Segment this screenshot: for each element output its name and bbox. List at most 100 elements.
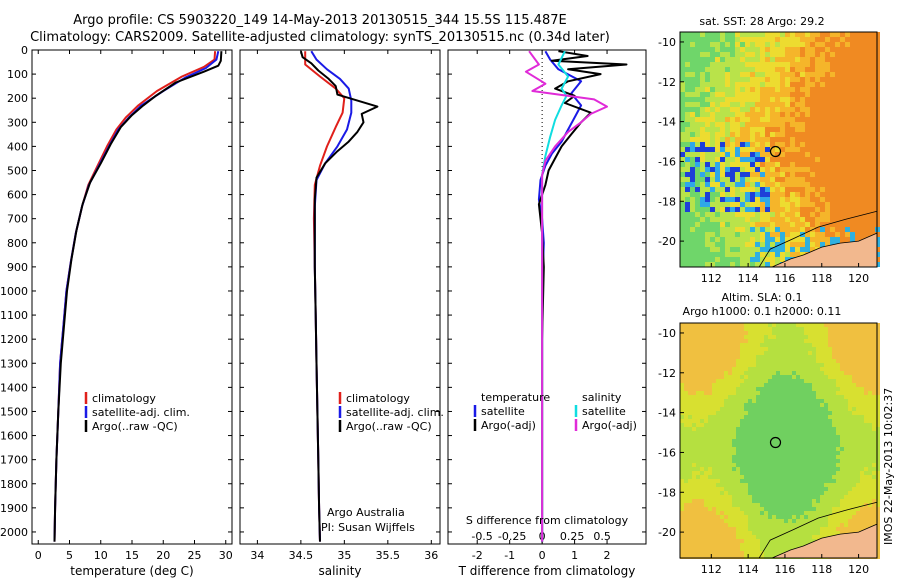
map-cell [830,222,835,227]
map-cell [815,232,820,237]
map-cell [732,475,736,479]
map-cell [752,495,756,499]
map-cell [800,347,804,351]
temperature-xtick-label: 20 [156,549,170,562]
map-cell [768,503,772,507]
map-cell [792,383,796,387]
map-cell [755,147,760,152]
map-cell [796,483,800,487]
map-cell [848,475,852,479]
map-cell [740,435,744,439]
map-cell [744,415,748,419]
map-cell [740,187,745,192]
map-cell [684,355,688,359]
map-cell [828,463,832,467]
map-cell [804,511,808,515]
map-cell [800,192,805,197]
temperature-xtick-label: 15 [125,549,139,562]
map-cell [836,455,840,459]
map-cell [852,387,856,391]
map-cell [790,82,795,87]
map-cell [748,527,752,531]
map-cell [864,459,868,463]
map-cell [772,351,776,355]
map-cell [876,427,880,431]
map-cell [730,212,735,217]
map-lat-label: -12 [658,76,676,89]
map-cell [728,375,732,379]
map-cell [840,52,845,57]
map-cell [845,122,850,127]
map-cell [770,42,775,47]
map-cell [756,379,760,383]
map-cell [770,127,775,132]
map-cell [788,463,792,467]
map-cell [780,543,784,547]
map-cell [836,343,840,347]
map-cell [692,459,696,463]
map-cell [810,112,815,117]
map-cell [772,471,776,475]
map-cell [824,331,828,335]
map-cell [690,242,695,247]
map-cell [748,431,752,435]
map-cell [695,102,700,107]
map-cell [720,107,725,112]
map-cell [696,431,700,435]
map-cell [805,177,810,182]
map-cell [852,327,856,331]
map-cell [765,132,770,137]
map-cell [864,375,868,379]
s-difference-tick-label: -0.5 [471,530,492,543]
map-cell [688,479,692,483]
map-cell [810,117,815,122]
map-cell [800,117,805,122]
map-cell [744,343,748,347]
map-cell [775,157,780,162]
map-cell [748,427,752,431]
map-cell [872,383,876,387]
map-cell [680,343,684,347]
map-cell [804,431,808,435]
map-cell [850,32,855,37]
map-cell [688,391,692,395]
map-cell [744,399,748,403]
map-cell [756,387,760,391]
map-cell [700,523,704,527]
map-cell [704,343,708,347]
map-cell [850,42,855,47]
map-cell [795,227,800,232]
map-cell [705,47,710,52]
map-cell [740,459,744,463]
map-cell [740,37,745,42]
map-cell [720,157,725,162]
map-cell [820,122,825,127]
map-cell [835,182,840,187]
map-cell [745,67,750,72]
map-cell [764,331,768,335]
map-cell [820,132,825,137]
map-cell [868,355,872,359]
map-cell [795,67,800,72]
map-cell [716,363,720,367]
map-cell [715,197,720,202]
map-cell [835,52,840,57]
map-cell [680,459,684,463]
map-cell [765,82,770,87]
map-cell [755,252,760,257]
map-cell [800,371,804,375]
map-cell [760,535,764,539]
map-cell [784,503,788,507]
map-cell [835,77,840,82]
sst-map [680,32,880,268]
map-cell [705,207,710,212]
map-cell [788,451,792,455]
map-cell [705,122,710,127]
map-cell [804,347,808,351]
map-cell [696,531,700,535]
map-cell [780,177,785,182]
map-cell [765,202,770,207]
map-cell [760,539,764,543]
map-cell [785,107,790,112]
map-cell [792,403,796,407]
